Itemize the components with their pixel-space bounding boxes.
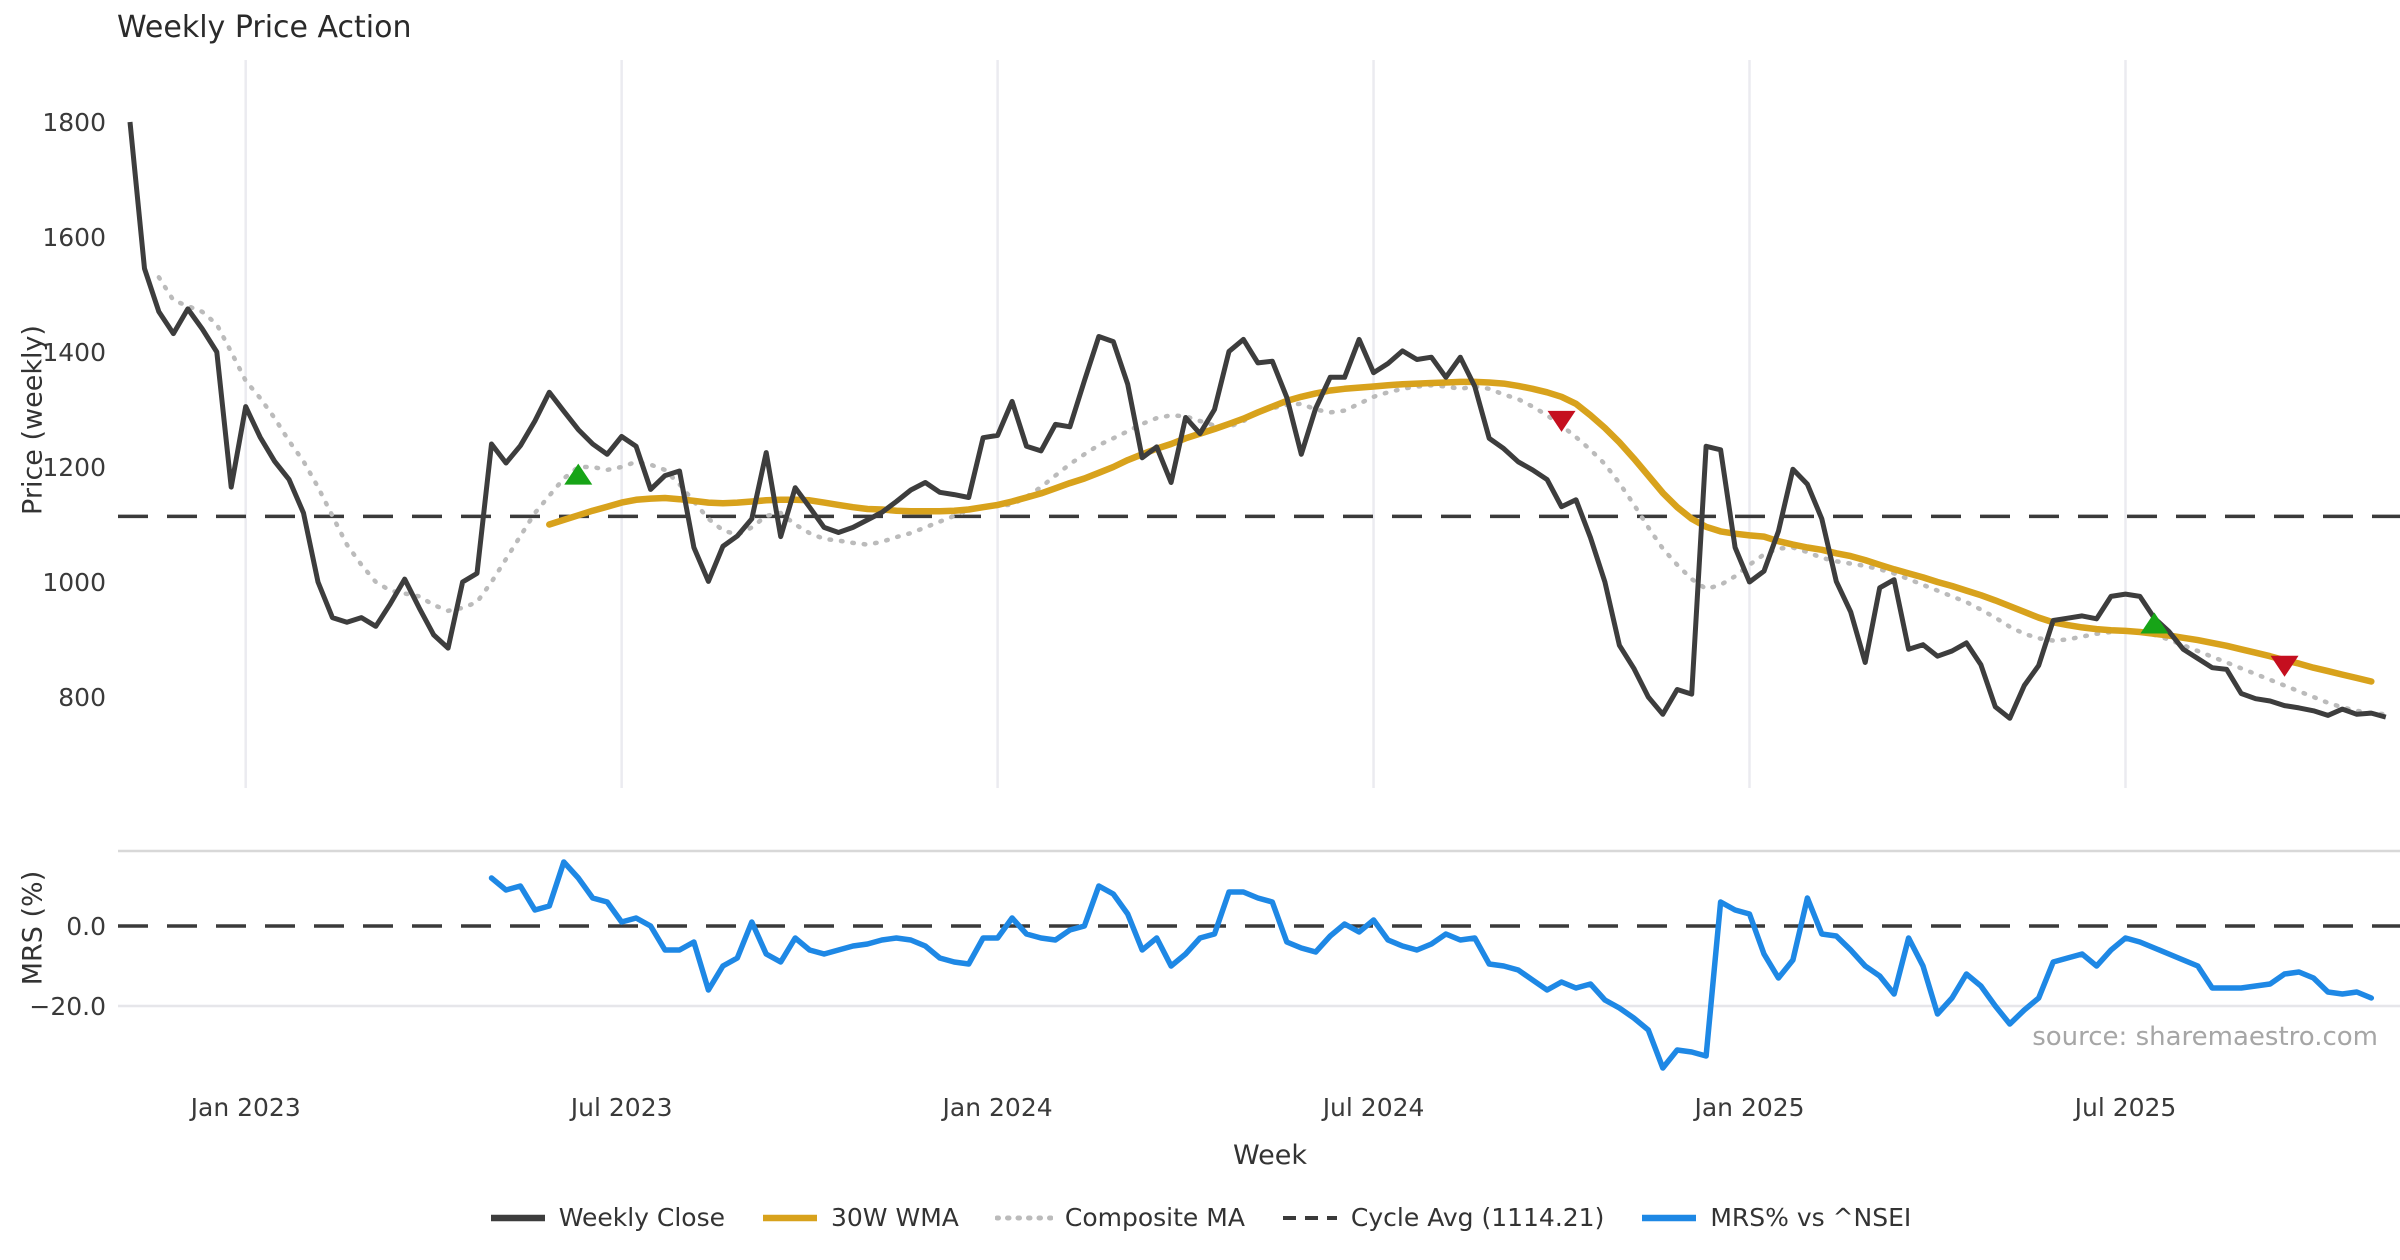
mrs-axis-label: MRS (%)	[17, 870, 49, 986]
mrs-tick-label: −20.0	[29, 992, 106, 1021]
legend: Weekly Close 30W WMA Composite MA Cycle Avg…	[0, 1203, 2400, 1232]
legend-swatch-dashed	[1282, 1215, 1337, 1220]
x-tick-label: Jul 2024	[1321, 1093, 1425, 1122]
legend-swatch-solid	[1642, 1214, 1697, 1221]
legend-item: Cycle Avg (1114.21)	[1281, 1203, 1604, 1232]
x-tick-label: Jan 2024	[941, 1093, 1053, 1122]
legend-swatch-dotted	[994, 1215, 1053, 1220]
buy-signal-marker	[2140, 612, 2169, 634]
legend-item: Weekly Close	[489, 1203, 725, 1232]
legend-label: MRS% vs ^NSEI	[1710, 1203, 1912, 1232]
legend-item: Composite MA	[994, 1203, 1245, 1232]
legend-label: Cycle Avg (1114.21)	[1350, 1203, 1605, 1232]
legend-label: Weekly Close	[558, 1203, 725, 1232]
weekly-close-line	[127, 121, 2387, 721]
legend-item: 30W WMA	[761, 1203, 959, 1232]
price-axis-label: Price (weekly)	[17, 325, 49, 515]
price-tick-label: 800	[58, 683, 106, 712]
sell-signal-marker	[1547, 410, 1576, 432]
buy-signal-marker	[564, 463, 593, 485]
legend-swatch-solid	[490, 1214, 545, 1221]
price-tick-label: 1800	[42, 108, 106, 137]
price-tick-label: 1200	[42, 453, 106, 482]
legend-label: Composite MA	[1064, 1203, 1245, 1232]
chart-title: Weekly Price Action	[117, 10, 412, 45]
mrs-tick-label: 0.0	[66, 912, 106, 941]
sell-signal-marker	[2270, 655, 2299, 677]
x-tick-label: Jul 2025	[2073, 1093, 2177, 1122]
x-axis-label: Week	[1233, 1140, 1307, 1171]
source-watermark: source: sharemaestro.com	[2032, 1022, 2378, 1052]
price-tick-label: 1400	[42, 338, 106, 367]
price-tick-label: 1000	[42, 568, 106, 597]
wma-line	[546, 378, 2375, 685]
price-tick-label: 1600	[42, 223, 106, 252]
legend-item: MRS% vs ^NSEI	[1640, 1203, 1911, 1232]
composite-ma-line	[156, 275, 2389, 717]
x-tick-label: Jan 2025	[1692, 1093, 1804, 1122]
mrs-line	[488, 859, 2375, 1071]
x-tick-label: Jan 2023	[189, 1093, 301, 1122]
x-tick-label: Jul 2023	[569, 1093, 673, 1122]
legend-label: 30W WMA	[831, 1203, 959, 1232]
legend-swatch-solid	[763, 1214, 817, 1221]
